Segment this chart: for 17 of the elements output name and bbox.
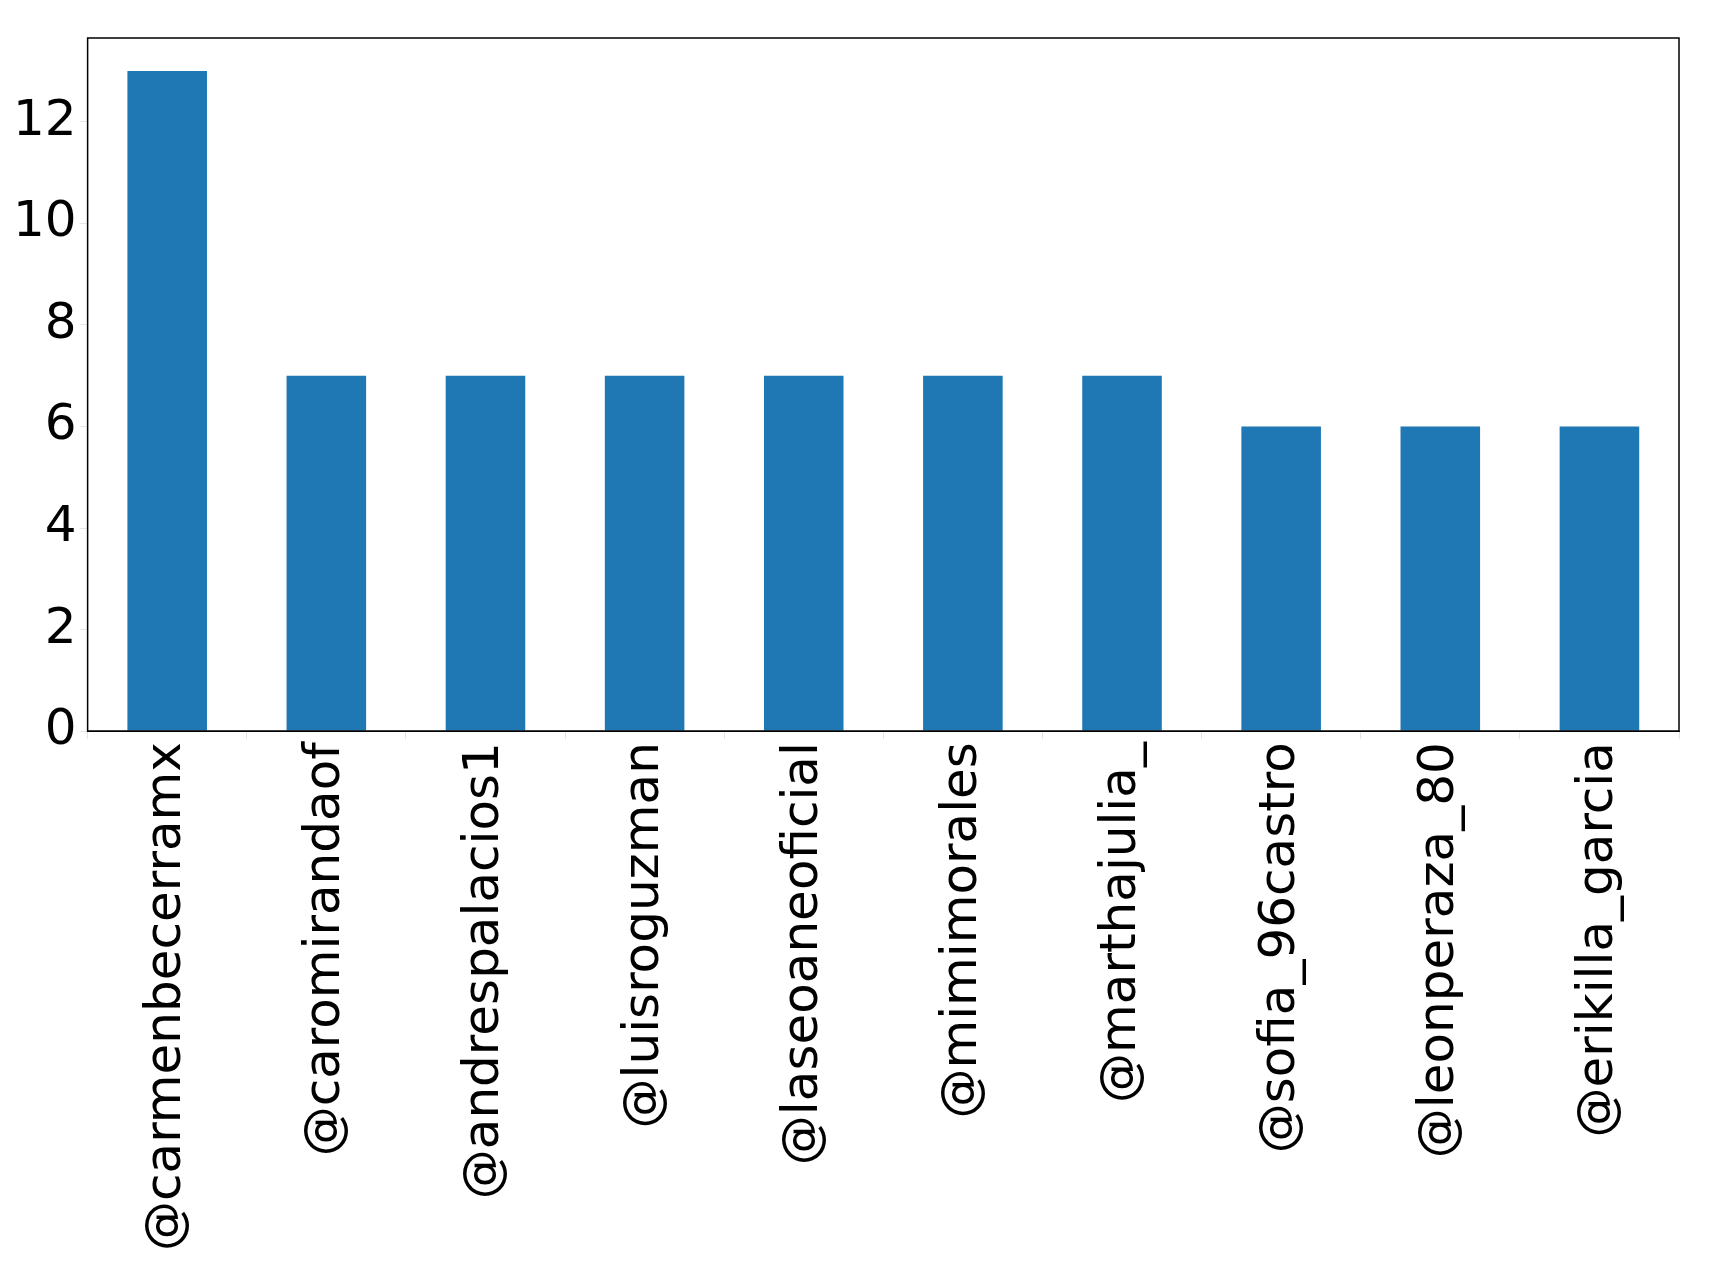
y-tick-label: 12 (13, 88, 77, 147)
x-tick-label: @andrespalacios1 (452, 742, 511, 1200)
y-tick-label: 4 (44, 494, 77, 553)
x-tick-label: @carmenbecerramx (134, 742, 193, 1251)
y-tick-label: 10 (13, 190, 77, 249)
x-tick-label: @luisroguzman (611, 742, 670, 1129)
y-tick-label: 2 (44, 596, 77, 655)
y-tick-label: 8 (44, 291, 77, 350)
y-tick-label: 0 (44, 698, 77, 757)
x-tick-label: @laseoaneoficial (770, 742, 829, 1166)
x-tick-label: @leonperaza_80 (1407, 742, 1466, 1159)
x-tick-label: @mimimorales (929, 742, 988, 1119)
y-tick-label: 6 (44, 393, 77, 452)
x-tick-label: @caromirandaof (293, 740, 352, 1157)
x-tick-label: @sofia_96castro (1248, 742, 1307, 1154)
x-tick-label: @erikilla_garcia (1566, 742, 1625, 1138)
x-tick-label: @marthajulia_ (1089, 741, 1147, 1103)
